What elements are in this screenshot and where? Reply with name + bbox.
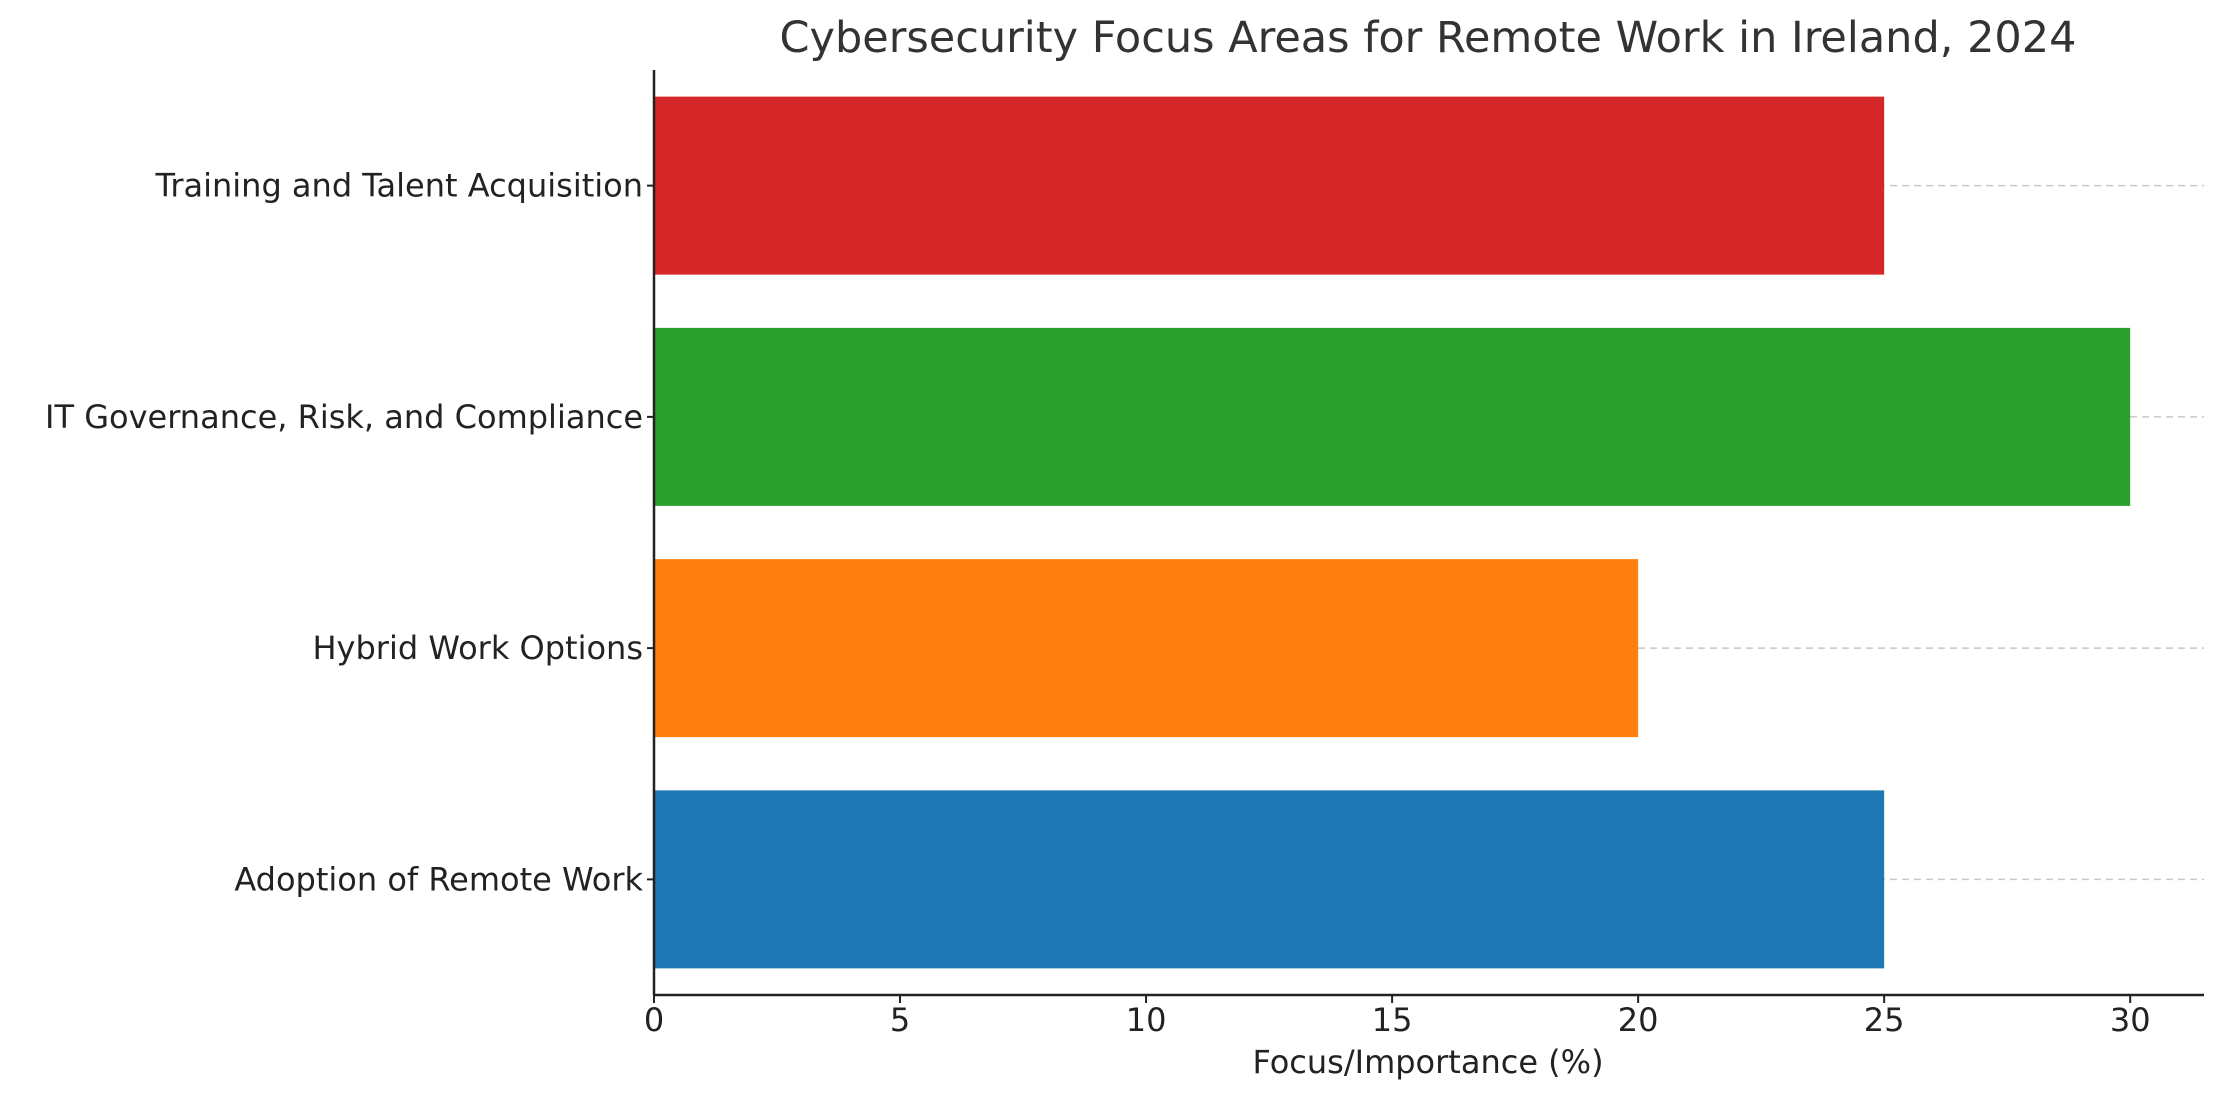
category-label: Hybrid Work Options — [312, 629, 643, 667]
category-label: Training and Talent Acquisition — [154, 167, 643, 205]
x-axis-title: Focus/Importance (%) — [1252, 1043, 1603, 1081]
category-label: IT Governance, Risk, and Compliance — [45, 398, 643, 436]
x-tick-label: 25 — [1864, 1001, 1905, 1039]
bar — [654, 790, 1885, 969]
x-tick-label: 20 — [1618, 1001, 1659, 1039]
bar — [654, 96, 1885, 275]
x-tick-label: 5 — [890, 1001, 910, 1039]
bar — [654, 327, 2131, 506]
x-axis-ticks: 0 5 10 15 20 25 30 — [644, 995, 2151, 1039]
category-label: Adoption of Remote Work — [234, 860, 643, 898]
bars — [654, 96, 2131, 969]
x-tick-label: 30 — [2110, 1001, 2151, 1039]
chart-title: Cybersecurity Focus Areas for Remote Wor… — [779, 13, 2076, 63]
gridlines — [654, 184, 2204, 881]
x-tick-label: 0 — [644, 1001, 664, 1039]
x-tick-label: 15 — [1372, 1001, 1413, 1039]
x-tick-label: 10 — [1126, 1001, 1167, 1039]
axes — [652, 70, 2204, 997]
category-labels: Adoption of Remote Work Hybrid Work Optio… — [45, 167, 654, 898]
bar — [654, 559, 1639, 738]
